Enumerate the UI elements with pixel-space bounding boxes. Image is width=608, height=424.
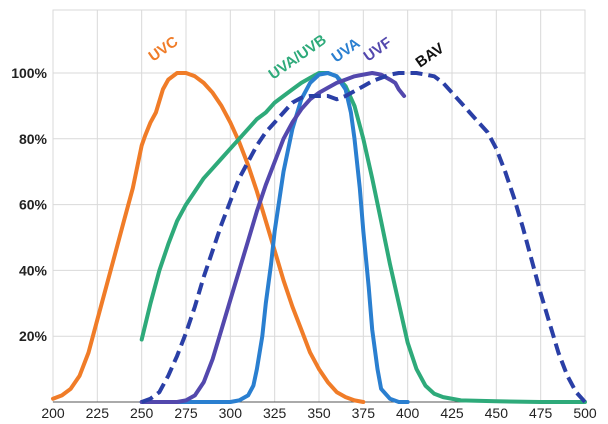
y-axis-ticks: 20% 40% 60% 80% 100%	[11, 65, 47, 344]
series-label-uvc: UVC	[146, 33, 182, 65]
y-tick-label-20: 20%	[19, 328, 48, 344]
x-tick-label-300: 300	[219, 405, 243, 421]
x-tick-label-450: 450	[485, 405, 509, 421]
y-tick-label-100: 100%	[11, 65, 47, 81]
y-tick-label-80: 80%	[19, 131, 48, 147]
x-tick-label-325: 325	[263, 405, 287, 421]
x-tick-label-500: 500	[573, 405, 597, 421]
grid	[52, 9, 586, 403]
series-line-bav	[140, 71, 587, 404]
x-tick-label-350: 350	[307, 405, 331, 421]
series-line-uva	[139, 71, 410, 404]
series-line-uva-uvb	[139, 71, 587, 404]
x-tick-label-375: 375	[352, 405, 376, 421]
x-tick-label-475: 475	[529, 405, 553, 421]
x-tick-label-425: 425	[440, 405, 464, 421]
x-tick-label-400: 400	[396, 405, 420, 421]
y-tick-label-40: 40%	[19, 262, 48, 278]
x-tick-label-225: 225	[86, 405, 110, 421]
y-tick-label-60: 60%	[19, 197, 48, 213]
x-tick-label-275: 275	[174, 405, 198, 421]
series-line-uvf	[139, 71, 407, 404]
series-layer	[51, 71, 587, 404]
x-tick-label-250: 250	[130, 405, 154, 421]
series-label-uvf: UVF	[361, 34, 395, 65]
x-axis-ticks: 200 225 250 275 300 325 350 375 400 425 450 475 500	[41, 405, 597, 421]
series-label-uva: UVA	[329, 35, 364, 67]
series-line-uvc	[51, 71, 366, 404]
x-tick-label-200: 200	[41, 405, 65, 421]
series-label-bav: BAV	[413, 40, 448, 71]
